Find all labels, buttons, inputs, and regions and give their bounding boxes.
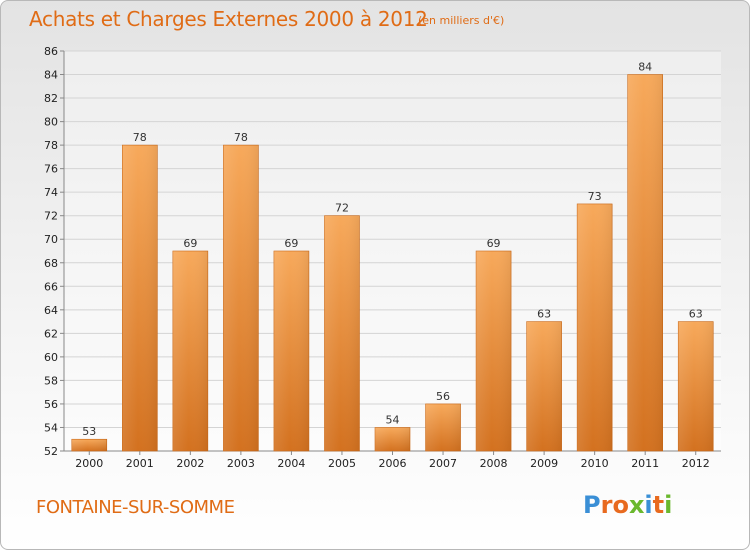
y-tick-label: 82: [44, 92, 58, 105]
chart-unit: (en milliers d'€): [418, 14, 505, 27]
logo-letter: r: [600, 491, 613, 519]
plot-background: [64, 51, 721, 451]
x-tick-label: 2010: [581, 457, 609, 470]
x-axis: 2000 2001 2002 2003 2004 2005 2006 2007 2008 2009…: [75, 451, 710, 470]
bar-shading: [71, 439, 107, 451]
y-tick-label: 84: [44, 69, 58, 82]
y-tick-label: 58: [44, 374, 58, 387]
value-label: 63: [537, 308, 551, 321]
bar-shading: [425, 403, 461, 451]
y-tick-label: 62: [44, 327, 58, 340]
logo-letter: t: [652, 491, 665, 519]
logo-letter: o: [612, 491, 629, 519]
value-label: 78: [234, 131, 248, 144]
y-tick-label: 56: [44, 398, 58, 411]
x-tick-label: 2005: [328, 457, 356, 470]
x-tick-label: 2012: [682, 457, 710, 470]
y-tick-label: 70: [44, 233, 58, 246]
logo-letter: x: [628, 491, 645, 519]
value-label: 54: [386, 413, 400, 426]
bar-shading: [678, 321, 714, 451]
bar-shading: [172, 251, 208, 451]
x-tick-label: 2000: [75, 457, 103, 470]
logo-letter: i: [644, 491, 653, 519]
bar-shading: [273, 251, 309, 451]
value-label: 84: [638, 61, 652, 74]
logo-letter: i: [664, 491, 673, 519]
bar-shading: [526, 321, 562, 451]
bar-shading: [122, 145, 158, 451]
y-tick-label: 80: [44, 116, 58, 129]
value-label: 69: [284, 237, 298, 250]
y-tick-label: 86: [44, 45, 58, 58]
x-tick-label: 2004: [277, 457, 305, 470]
value-label: 56: [436, 390, 450, 403]
proxiti-logo[interactable]: Proxiti: [583, 491, 672, 519]
x-tick-label: 2011: [631, 457, 659, 470]
bar-shading: [223, 145, 259, 451]
y-tick-label: 78: [44, 139, 58, 152]
value-label: 73: [588, 190, 602, 203]
x-tick-label: 2007: [429, 457, 457, 470]
bar-shading: [476, 251, 512, 451]
plot-area: [64, 51, 721, 451]
value-label: 69: [183, 237, 197, 250]
logo-letter: P: [583, 491, 601, 519]
y-tick-label: 60: [44, 351, 58, 364]
commune-name: FONTAINE-SUR-SOMME: [36, 497, 235, 518]
value-label: 63: [689, 308, 703, 321]
bars: 53 78 69 78 69 72 54 56 69 63 73 84 63: [71, 61, 714, 452]
bar-shading: [375, 427, 410, 451]
y-tick-label: 54: [44, 421, 58, 434]
x-tick-label: 2002: [176, 457, 204, 470]
x-tick-label: 2008: [480, 457, 508, 470]
value-label: 53: [82, 425, 96, 438]
x-tick-label: 2006: [379, 457, 407, 470]
value-label: 72: [335, 202, 349, 215]
bar-shading: [627, 74, 663, 451]
bar-shading: [577, 203, 613, 451]
y-tick-label: 72: [44, 210, 58, 223]
x-tick-label: 2003: [227, 457, 255, 470]
value-label: 78: [133, 131, 147, 144]
bar-shading: [324, 215, 360, 451]
y-tick-label: 76: [44, 163, 58, 176]
x-tick-label: 2001: [126, 457, 154, 470]
chart-title: Achats et Charges Externes 2000 à 2012: [29, 7, 428, 31]
y-tick-label: 52: [44, 445, 58, 458]
y-tick-label: 64: [44, 304, 58, 317]
y-tick-label: 68: [44, 257, 58, 270]
x-tick-label: 2009: [530, 457, 558, 470]
y-tick-label: 66: [44, 280, 58, 293]
y-tick-label: 74: [44, 186, 58, 199]
value-label: 69: [487, 237, 501, 250]
